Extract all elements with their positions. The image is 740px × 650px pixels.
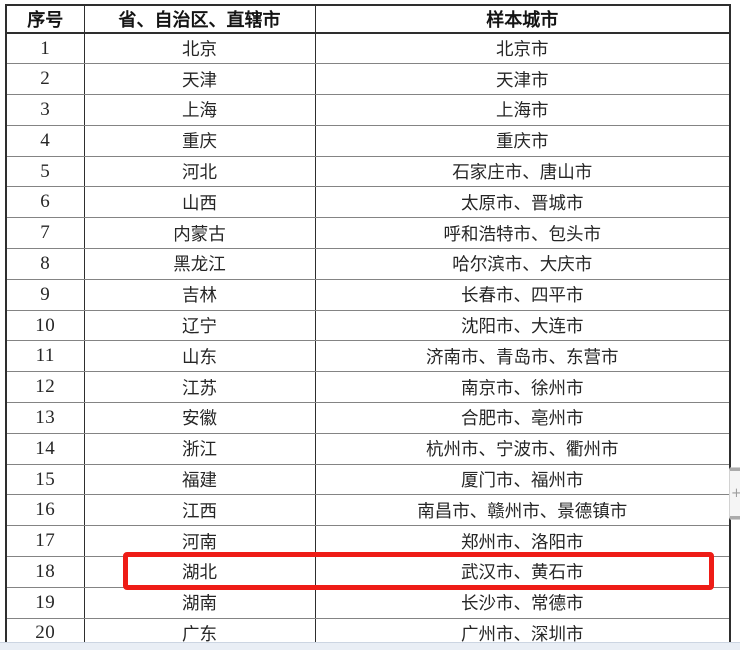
row-number-cell: 3 <box>5 94 84 126</box>
province-cell: 浙江 <box>83 433 315 465</box>
row-number-cell: 5 <box>5 156 84 188</box>
sample-cities-cell: 厦门市、福州市 <box>314 464 730 496</box>
row-number-cell: 17 <box>5 525 84 558</box>
table-row: 8 黑龙江 哈尔滨市、大庆市 <box>5 248 730 280</box>
province-cell: 天津 <box>83 63 315 96</box>
table-header: 序号 省、自治区、直辖市 样本城市 <box>5 5 730 34</box>
table-row: 15 福建 厦门市、福州市 <box>5 464 730 496</box>
table-row: 4 重庆 重庆市 <box>5 125 730 157</box>
table-row: 17 河南 郑州市、洛阳市 <box>5 525 730 558</box>
row-number-cell: 18 <box>5 556 84 588</box>
row-number-cell: 14 <box>5 433 84 465</box>
header-cell-cities: 样本城市 <box>314 5 730 34</box>
province-cell: 吉林 <box>83 279 315 311</box>
province-cell: 湖北 <box>83 556 315 588</box>
sample-cities-cell: 合肥市、亳州市 <box>314 402 730 434</box>
sample-cities-cell: 武汉市、黄石市 <box>314 556 730 588</box>
row-number-cell: 11 <box>5 340 84 373</box>
table-row: 3 上海 上海市 <box>5 94 730 126</box>
table-row: 9 吉林 长春市、四平市 <box>5 279 730 311</box>
table-row: 5 河北 石家庄市、唐山市 <box>5 156 730 188</box>
table-row: 10 辽宁 沈阳市、大连市 <box>5 310 730 342</box>
table-row: 13 安徽 合肥市、亳州市 <box>5 402 730 434</box>
sample-cities-cell: 南昌市、赣州市、景德镇市 <box>314 494 730 527</box>
table-row: 18 湖北 武汉市、黄石市 <box>5 556 730 588</box>
table-row: 2 天津 天津市 <box>5 63 730 96</box>
sample-cities-cell: 重庆市 <box>314 125 730 157</box>
table-row: 19 湖南 长沙市、常德市 <box>5 587 730 619</box>
sample-cities-table: 序号 省、自治区、直辖市 样本城市 1 北京 北京市 2 天津 天津市 3 上海… <box>5 4 731 650</box>
province-cell: 安徽 <box>83 402 315 434</box>
sample-cities-cell: 郑州市、洛阳市 <box>314 525 730 558</box>
header-cell-no: 序号 <box>5 5 84 34</box>
row-number-cell: 9 <box>5 279 84 311</box>
row-number-cell: 12 <box>5 371 84 404</box>
row-number-cell: 4 <box>5 125 84 157</box>
province-cell: 福建 <box>83 464 315 496</box>
header-cell-province: 省、自治区、直辖市 <box>83 5 315 34</box>
table-row: 14 浙江 杭州市、宁波市、衢州市 <box>5 433 730 465</box>
province-cell: 山西 <box>83 186 315 219</box>
province-cell: 黑龙江 <box>83 248 315 280</box>
province-cell: 江苏 <box>83 371 315 404</box>
province-cell: 河南 <box>83 525 315 558</box>
province-cell: 北京 <box>83 33 315 65</box>
sample-cities-cell: 太原市、晋城市 <box>314 186 730 219</box>
bottom-strip <box>0 642 740 650</box>
province-cell: 湖南 <box>83 587 315 619</box>
table-body: 1 北京 北京市 2 天津 天津市 3 上海 上海市 4 重庆 重庆市 5 河北… <box>5 33 730 650</box>
sample-cities-cell: 沈阳市、大连市 <box>314 310 730 342</box>
sample-cities-cell: 哈尔滨市、大庆市 <box>314 248 730 280</box>
sample-cities-cell: 天津市 <box>314 63 730 96</box>
sample-cities-cell: 南京市、徐州市 <box>314 371 730 404</box>
province-cell: 山东 <box>83 340 315 373</box>
scrollbar-thumb[interactable]: + <box>729 467 740 520</box>
sample-cities-cell: 杭州市、宁波市、衢州市 <box>314 433 730 465</box>
row-number-cell: 7 <box>5 217 84 250</box>
sample-cities-cell: 济南市、青岛市、东营市 <box>314 340 730 373</box>
row-number-cell: 1 <box>5 33 84 65</box>
sample-cities-cell: 长沙市、常德市 <box>314 587 730 619</box>
row-number-cell: 13 <box>5 402 84 434</box>
sample-cities-cell: 长春市、四平市 <box>314 279 730 311</box>
row-number-cell: 2 <box>5 63 84 96</box>
province-cell: 江西 <box>83 494 315 527</box>
table-row: 6 山西 太原市、晋城市 <box>5 186 730 219</box>
table-row: 16 江西 南昌市、赣州市、景德镇市 <box>5 494 730 527</box>
row-number-cell: 15 <box>5 464 84 496</box>
row-number-cell: 19 <box>5 587 84 619</box>
table-row: 11 山东 济南市、青岛市、东营市 <box>5 340 730 373</box>
province-cell: 内蒙古 <box>83 217 315 250</box>
row-number-cell: 8 <box>5 248 84 280</box>
row-number-cell: 10 <box>5 310 84 342</box>
province-cell: 上海 <box>83 94 315 126</box>
sample-cities-cell: 上海市 <box>314 94 730 126</box>
sample-cities-cell: 呼和浩特市、包头市 <box>314 217 730 250</box>
sample-cities-cell: 石家庄市、唐山市 <box>314 156 730 188</box>
header-row: 序号 省、自治区、直辖市 样本城市 <box>5 5 730 34</box>
plus-icon: + <box>731 486 740 501</box>
table-row: 1 北京 北京市 <box>5 33 730 65</box>
province-cell: 重庆 <box>83 125 315 157</box>
sample-cities-cell: 北京市 <box>314 33 730 65</box>
row-number-cell: 6 <box>5 186 84 219</box>
table-row: 12 江苏 南京市、徐州市 <box>5 371 730 404</box>
row-number-cell: 16 <box>5 494 84 527</box>
table-row: 7 内蒙古 呼和浩特市、包头市 <box>5 217 730 250</box>
province-cell: 辽宁 <box>83 310 315 342</box>
province-cell: 河北 <box>83 156 315 188</box>
